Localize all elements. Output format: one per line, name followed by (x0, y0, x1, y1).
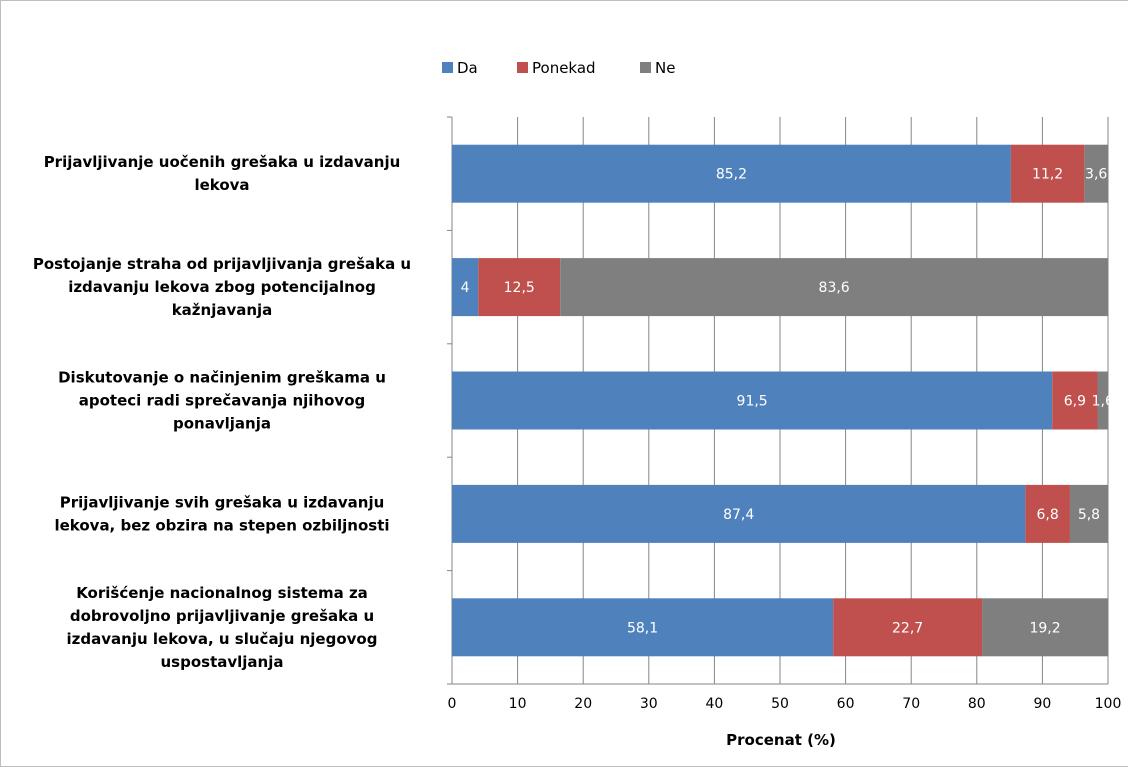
data-label-ne-4: 5,8 (1078, 507, 1100, 523)
category-label-2: izdavanju lekova zbog potencijalnog (68, 278, 376, 296)
x-tick-label-80: 80 (968, 696, 986, 712)
data-label-da-2: 4 (461, 280, 470, 296)
category-label-5: dobrovoljno prijavljivanje grešaka u (70, 607, 374, 625)
category-label-5: Korišćenje nacionalnog sistema za (76, 584, 368, 602)
x-tick-label-10: 10 (509, 696, 527, 712)
category-label-1: Prijavljivanje uočenih grešaka u izdavan… (44, 153, 401, 171)
bar-ne-5 (982, 598, 1108, 657)
category-label-2: Postojanje straha od prijavljivanja greš… (33, 255, 411, 273)
category-label-5: izdavanju lekova, u slučaju njegovog (67, 630, 378, 648)
data-label-da-5: 58,1 (627, 620, 658, 636)
bar-da-4 (452, 484, 1026, 543)
legend-label-da: Da (457, 59, 478, 77)
bar-ponekad-2 (478, 258, 561, 317)
category-label-3: apoteci radi sprečavanja njihovog (79, 392, 365, 410)
x-tick-label-60: 60 (837, 696, 855, 712)
x-tick-label-90: 90 (1033, 696, 1051, 712)
data-label-ponekad-5: 22,7 (892, 620, 923, 636)
category-label-5: uspostavljanja (161, 653, 284, 671)
legend-swatch-da (442, 62, 453, 73)
data-label-ponekad-2: 12,5 (504, 280, 535, 296)
data-label-ne-3: 1,6 (1092, 394, 1114, 410)
bar-ponekad-5 (833, 598, 983, 657)
bar-ne-1 (1084, 144, 1108, 203)
category-label-2: kažnjavanja (172, 301, 273, 319)
category-label-3: ponavljanja (173, 415, 271, 433)
data-label-ponekad-3: 6,9 (1064, 394, 1086, 410)
category-label-3: Diskutovanje o načinjenim greškama u (58, 369, 386, 387)
bar-ne-3 (1097, 371, 1108, 430)
data-label-da-3: 91,5 (737, 394, 768, 410)
category-label-4: Prijavljivanje svih grešaka u izdavanju (60, 493, 385, 511)
bar-ne-4 (1069, 484, 1108, 543)
x-tick-label-100: 100 (1095, 696, 1122, 712)
data-label-da-4: 87,4 (723, 507, 754, 523)
legend-label-ponekad: Ponekad (532, 59, 596, 77)
category-label-1: lekova (194, 176, 249, 194)
legend-label-ne: Ne (655, 59, 675, 77)
bar-ne-2 (560, 258, 1108, 317)
bar-da-3 (452, 371, 1053, 430)
data-label-ne-2: 83,6 (819, 280, 850, 296)
x-tick-label-50: 50 (771, 696, 789, 712)
data-label-da-1: 85,2 (716, 167, 747, 183)
legend-swatch-ne (640, 62, 651, 73)
x-tick-label-40: 40 (705, 696, 723, 712)
x-axis-title: Procenat (%) (726, 731, 836, 749)
x-tick-label-20: 20 (574, 696, 592, 712)
category-label-4: lekova, bez obzira na stepen ozbiljnosti (54, 516, 389, 534)
data-label-ponekad-1: 11,2 (1032, 167, 1063, 183)
data-label-ne-1: 3,6 (1085, 167, 1107, 183)
x-tick-label-30: 30 (640, 696, 658, 712)
data-label-ne-5: 19,2 (1029, 620, 1060, 636)
legend-swatch-ponekad (517, 62, 528, 73)
bar-ponekad-1 (1010, 144, 1085, 203)
data-label-ponekad-4: 6,8 (1037, 507, 1059, 523)
bar-da-5 (452, 598, 834, 657)
x-tick-label-70: 70 (902, 696, 920, 712)
bar-da-2 (452, 258, 479, 317)
x-tick-label-0: 0 (448, 696, 457, 712)
bar-da-1 (452, 144, 1011, 203)
bar-ponekad-4 (1025, 484, 1070, 543)
bar-ponekad-3 (1052, 371, 1098, 430)
